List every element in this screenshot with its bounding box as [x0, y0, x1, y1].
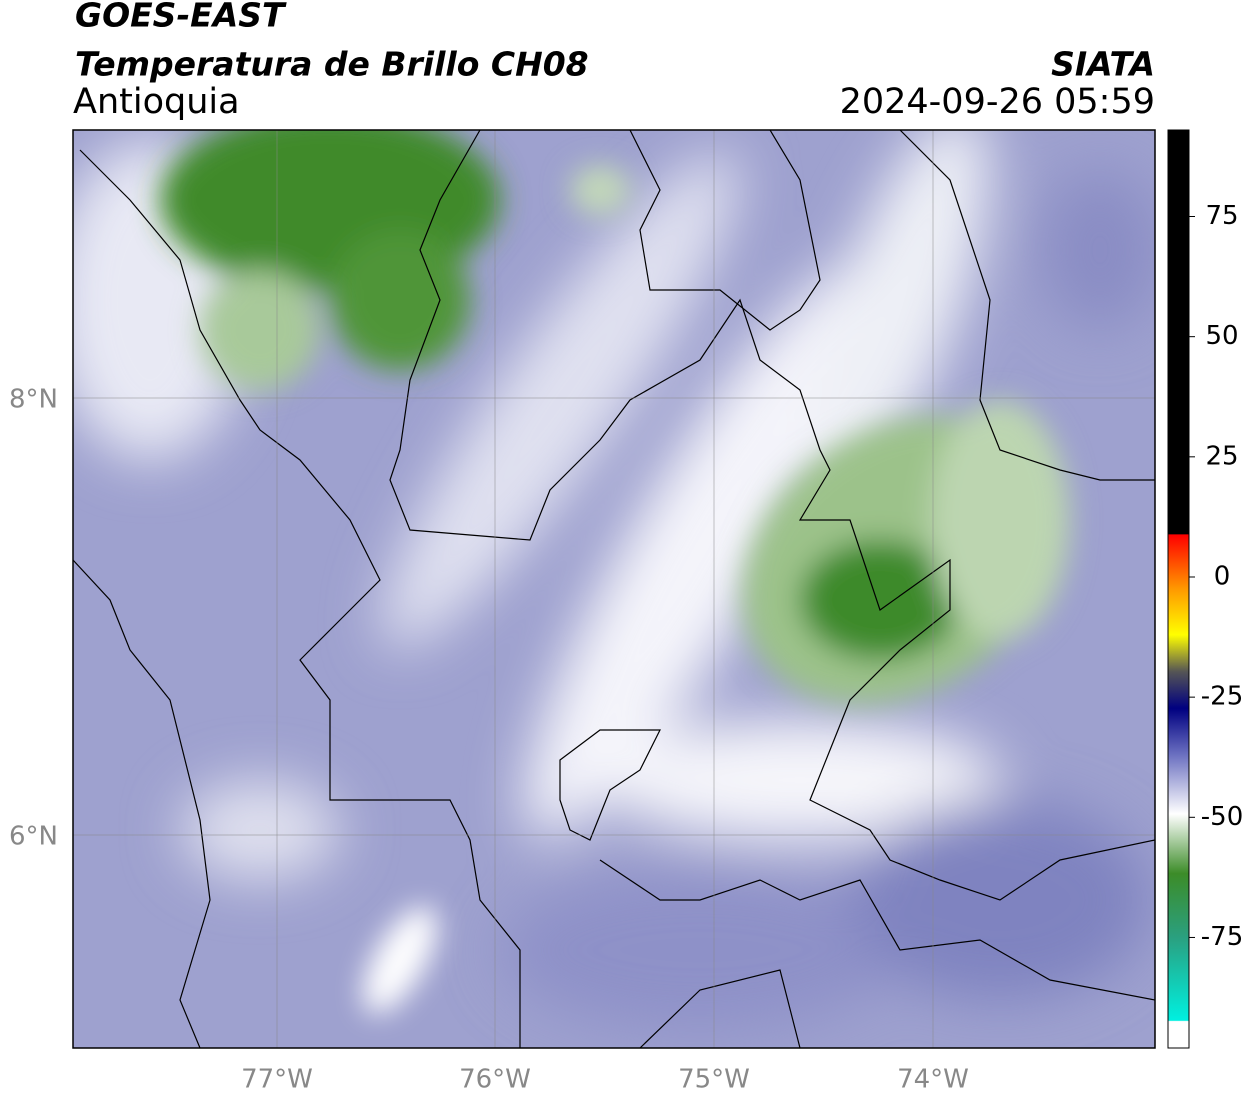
- colorbar: [1167, 129, 1190, 1049]
- datetime: 2024-09-26 05:59: [840, 82, 1155, 122]
- agency: SIATA: [1051, 45, 1155, 84]
- lon-label: 74°W: [897, 1065, 969, 1095]
- colorbar-tick-label: 75: [1205, 201, 1238, 231]
- lon-label: 77°W: [241, 1065, 313, 1095]
- lat-label: 8°N: [9, 385, 58, 415]
- subtitle: Temperatura de Brillo CH08: [75, 45, 589, 84]
- colorbar-tick-label: 0: [1214, 561, 1231, 591]
- colorbar-ticks: 75 50 25 0 -25 -50 -75: [1189, 201, 1243, 952]
- colorbar-tick-label: 50: [1205, 321, 1238, 351]
- title: GOES-EAST: [75, 0, 287, 35]
- colorbar-tick-label: -50: [1201, 802, 1243, 832]
- colorbar-tick-label: 25: [1205, 441, 1238, 471]
- lat-label: 6°N: [9, 822, 58, 852]
- map-image: [73, 130, 1155, 1048]
- colorbar-tick-label: -75: [1201, 922, 1243, 952]
- colorbar-tick-label: -25: [1201, 682, 1243, 712]
- graticule: [73, 130, 1155, 1048]
- borders: [73, 130, 1155, 1048]
- region: Antioquia: [73, 82, 240, 122]
- map-frame: [72, 129, 1156, 1049]
- lon-label: 75°W: [678, 1065, 750, 1095]
- lon-label: 76°W: [459, 1065, 531, 1095]
